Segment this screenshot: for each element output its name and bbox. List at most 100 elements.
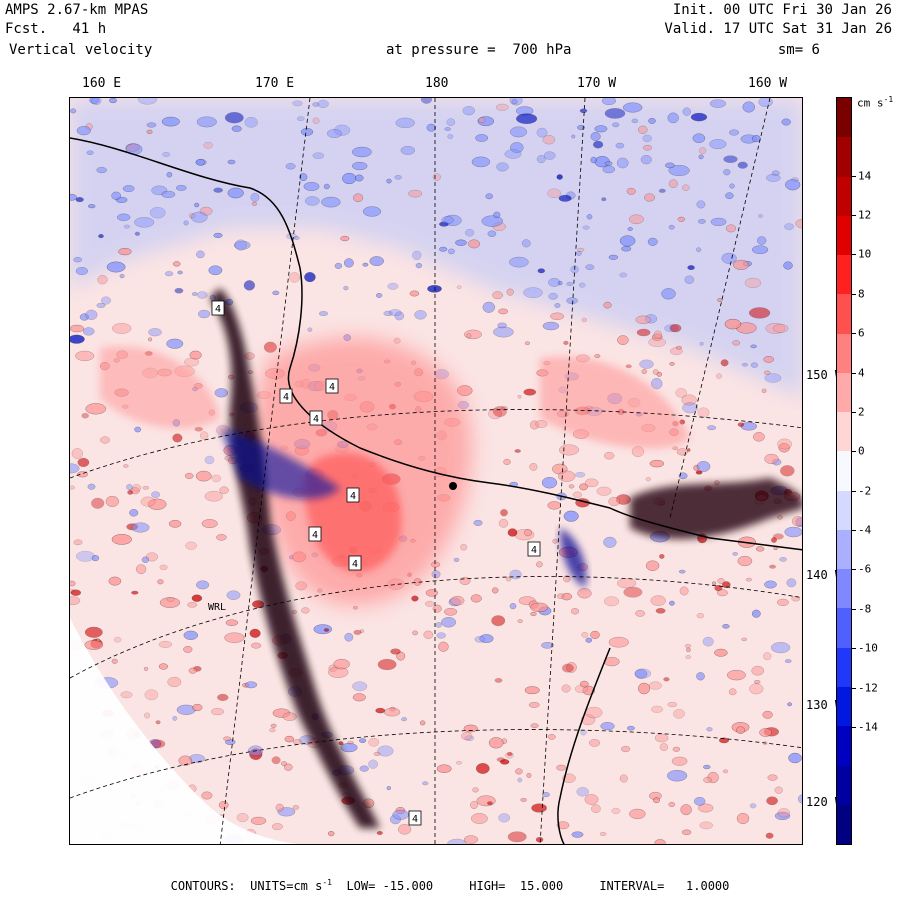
speckle (76, 126, 91, 136)
station-label: 4 (312, 530, 318, 541)
colorbar-segment (837, 647, 851, 687)
speckle (634, 669, 648, 679)
speckle (473, 519, 483, 526)
speckle (423, 630, 434, 639)
speckle (716, 589, 728, 597)
speckle (669, 600, 675, 606)
speckle (571, 134, 576, 139)
speckle (79, 313, 89, 321)
speckle (536, 155, 546, 164)
speckle (189, 350, 202, 360)
speckle (112, 323, 132, 334)
speckle (73, 539, 83, 546)
speckle (394, 175, 402, 180)
speckle (645, 560, 660, 571)
station-marker: 4 (211, 300, 225, 316)
speckle (185, 541, 197, 550)
colorbar-level-label: 12 (858, 208, 872, 222)
speckle (696, 247, 702, 253)
speckle (648, 337, 666, 347)
speckle (591, 804, 601, 813)
mountain-band-blue (220, 428, 340, 499)
colorbar-segment (837, 569, 851, 609)
speckle (627, 227, 633, 231)
speckle (703, 776, 712, 783)
speckle (343, 285, 349, 291)
speckle (771, 170, 780, 176)
speckle (590, 630, 600, 639)
speckle (667, 770, 688, 782)
speckle (566, 662, 577, 673)
map-field-svg: 4 4 4 4 4 4 4 4 4 WRL (70, 98, 802, 844)
speckle (285, 163, 296, 170)
speckle (535, 837, 544, 843)
speckle (771, 537, 777, 543)
speckle (187, 602, 198, 608)
speckle (488, 737, 504, 749)
speckle (301, 607, 310, 614)
speckle (669, 324, 682, 333)
speckle (668, 224, 675, 230)
speckle (763, 356, 774, 363)
speckle (292, 805, 300, 810)
field-name: Vertical velocity (9, 42, 153, 58)
speckle (615, 142, 625, 149)
speckle (667, 112, 679, 124)
speckle (777, 598, 789, 606)
speckle (524, 529, 532, 537)
colorbar-tick (852, 254, 856, 256)
speckle (784, 659, 792, 663)
speckle (447, 133, 454, 140)
colorbar-tick (852, 372, 856, 374)
speckle (438, 641, 449, 652)
speckle (675, 388, 687, 398)
speckle (652, 369, 659, 375)
speckle (733, 259, 750, 270)
speckle (581, 632, 589, 638)
speckle (455, 761, 463, 765)
speckle (686, 647, 691, 653)
speckle (194, 426, 203, 432)
speckle (118, 248, 132, 256)
speckle (281, 761, 287, 766)
colorbar-level-label: -4 (858, 523, 872, 537)
station-marker: 4 (309, 410, 323, 426)
speckle (344, 632, 354, 642)
speckle (719, 737, 729, 744)
speckle (199, 431, 209, 440)
speckle (774, 786, 783, 794)
speckle (542, 135, 556, 145)
speckle (558, 470, 576, 482)
speckle (678, 569, 686, 574)
speckle (517, 777, 523, 783)
speckle (541, 477, 558, 489)
speckle (333, 658, 350, 670)
speckle (604, 108, 626, 119)
speckle (523, 388, 537, 396)
speckle (244, 117, 258, 128)
speckle (148, 328, 162, 337)
speckle (427, 285, 442, 293)
speckle (144, 712, 151, 719)
speckle (282, 712, 297, 721)
speckle (548, 278, 561, 287)
speckle (436, 764, 452, 773)
speckle (687, 265, 695, 270)
colorbar-units: cm s-1 (857, 95, 894, 110)
speckle (623, 586, 643, 598)
speckle (219, 486, 229, 494)
speckle (317, 99, 329, 108)
speckle (568, 484, 575, 489)
speckle (158, 640, 172, 648)
speckle (530, 612, 537, 616)
speckle (70, 580, 76, 587)
coastline-east (557, 647, 611, 844)
speckle (213, 187, 223, 193)
speckle (711, 581, 717, 585)
colorbar-segment (837, 608, 851, 648)
speckle (85, 309, 98, 320)
speckle (127, 490, 134, 495)
speckle (526, 773, 532, 778)
vertical-velocity-map: 4 4 4 4 4 4 4 4 4 WRL (69, 97, 803, 845)
speckle (478, 117, 486, 124)
